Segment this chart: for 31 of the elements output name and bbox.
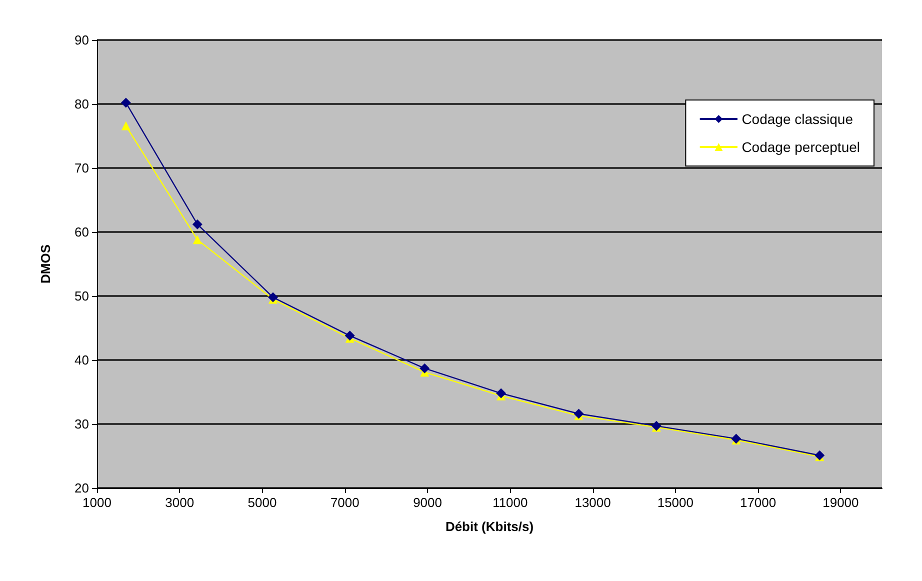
x-tick-label: 19000	[822, 495, 859, 510]
y-tick-label: 40	[74, 352, 89, 368]
y-tick-label: 90	[74, 32, 89, 48]
point	[344, 330, 355, 341]
x-tick-label: 15000	[657, 495, 694, 510]
legend-label: Codage classique	[742, 111, 854, 127]
point	[268, 292, 278, 302]
point	[192, 219, 202, 230]
x-tick-label: 1000	[82, 495, 112, 510]
y-tick-label: 60	[74, 224, 89, 240]
x-tick-label: 11000	[492, 495, 528, 510]
point	[496, 388, 506, 398]
point	[192, 235, 202, 244]
point	[574, 408, 584, 419]
x-tick-label: 13000	[574, 495, 611, 510]
y-axis-title: DMOS	[38, 244, 53, 284]
point	[420, 363, 430, 374]
y-tick-label: 80	[74, 96, 89, 112]
y-tick-label: 70	[74, 160, 89, 176]
x-tick-label: 5000	[248, 495, 277, 510]
legend-label: Codage perceptuel	[742, 139, 860, 155]
x-tick-label: 3000	[165, 495, 194, 510]
point	[120, 98, 131, 108]
y-tick-label: 30	[74, 416, 89, 432]
x-tick-label: 17000	[740, 495, 776, 510]
x-tick-label: 7000	[330, 495, 360, 510]
x-axis-title: Débit (Kbits/s)	[445, 519, 534, 534]
y-tick-label: 50	[74, 288, 89, 304]
point	[121, 121, 130, 130]
x-tick-label: 9000	[413, 495, 442, 510]
y-tick-label: 20	[74, 480, 89, 496]
